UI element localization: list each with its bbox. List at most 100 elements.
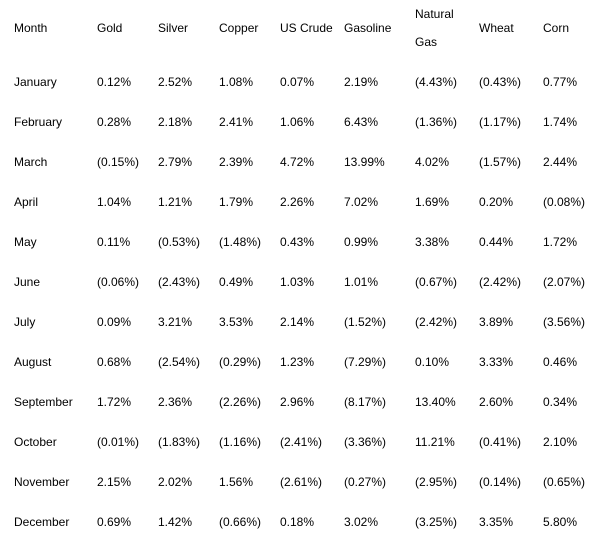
header-copper: Copper xyxy=(219,21,259,35)
cell-corn: 0.46% xyxy=(543,355,578,369)
cell-copper: 1.56% xyxy=(219,475,254,489)
header-wheat: Wheat xyxy=(479,21,514,35)
cell-wheat: 0.20% xyxy=(479,195,514,209)
cell-copper: 1.08% xyxy=(219,75,254,89)
month-label: October xyxy=(14,435,57,449)
cell-wheat: (0.14%) xyxy=(479,475,522,489)
cell-natural-gas: 4.02% xyxy=(415,155,450,169)
cell-silver: 1.42% xyxy=(158,515,193,529)
cell-us-crude: 2.14% xyxy=(280,315,315,329)
cell-silver: (2.43%) xyxy=(158,275,201,289)
cell-natural-gas: (2.95%) xyxy=(415,475,458,489)
cell-copper: (1.16%) xyxy=(219,435,262,449)
cell-silver: 2.79% xyxy=(158,155,193,169)
cell-copper: (1.48%) xyxy=(219,235,262,249)
cell-natural-gas: (4.43%) xyxy=(415,75,458,89)
header-us-crude: US Crude xyxy=(280,21,333,35)
cell-gasoline: (0.27%) xyxy=(344,475,387,489)
cell-gasoline: 0.99% xyxy=(344,235,379,249)
cell-us-crude: 2.96% xyxy=(280,395,315,409)
cell-gold: 0.28% xyxy=(97,115,132,129)
header-natural-gas-line1: Natural xyxy=(415,7,454,21)
cell-natural-gas: 1.69% xyxy=(415,195,450,209)
cell-wheat: (1.17%) xyxy=(479,115,522,129)
cell-gold: 0.11% xyxy=(97,235,131,249)
cell-silver: (1.83%) xyxy=(158,435,201,449)
cell-gasoline: 6.43% xyxy=(344,115,379,129)
cell-corn: 0.34% xyxy=(543,395,578,409)
header-natural-gas: Natural Gas xyxy=(415,0,454,56)
cell-us-crude: 1.06% xyxy=(280,115,315,129)
cell-silver: (2.54%) xyxy=(158,355,201,369)
cell-corn: 1.72% xyxy=(543,235,578,249)
cell-gasoline: 7.02% xyxy=(344,195,379,209)
cell-gold: 1.04% xyxy=(97,195,132,209)
cell-wheat: 3.89% xyxy=(479,315,514,329)
cell-wheat: 3.35% xyxy=(479,515,514,529)
cell-silver: (0.53%) xyxy=(158,235,201,249)
month-label: January xyxy=(14,75,57,89)
cell-gasoline: 1.01% xyxy=(344,275,379,289)
cell-copper: (0.66%) xyxy=(219,515,262,529)
cell-gasoline: (1.52%) xyxy=(344,315,387,329)
cell-wheat: (0.43%) xyxy=(479,75,522,89)
cell-wheat: 0.44% xyxy=(479,235,514,249)
cell-corn: 2.10% xyxy=(543,435,578,449)
cell-gold: 1.72% xyxy=(97,395,132,409)
cell-natural-gas: 3.38% xyxy=(415,235,450,249)
cell-silver: 2.02% xyxy=(158,475,193,489)
cell-gasoline: (3.36%) xyxy=(344,435,387,449)
cell-wheat: (1.57%) xyxy=(479,155,522,169)
cell-natural-gas: (3.25%) xyxy=(415,515,458,529)
cell-silver: 2.52% xyxy=(158,75,193,89)
cell-gold: 0.69% xyxy=(97,515,132,529)
cell-us-crude: 0.18% xyxy=(280,515,315,529)
cell-copper: 3.53% xyxy=(219,315,254,329)
cell-silver: 2.18% xyxy=(158,115,193,129)
month-label: August xyxy=(14,355,52,369)
cell-gold: (0.06%) xyxy=(97,275,140,289)
cell-natural-gas: 13.40% xyxy=(415,395,456,409)
cell-natural-gas: (1.36%) xyxy=(415,115,458,129)
month-label: June xyxy=(14,275,41,289)
cell-us-crude: (2.41%) xyxy=(280,435,323,449)
header-gasoline: Gasoline xyxy=(344,21,392,35)
cell-silver: 3.21% xyxy=(158,315,193,329)
cell-natural-gas: 11.21% xyxy=(415,435,455,449)
cell-us-crude: 0.07% xyxy=(280,75,315,89)
month-label: March xyxy=(14,155,48,169)
cell-wheat: 2.60% xyxy=(479,395,514,409)
cell-us-crude: (2.61%) xyxy=(280,475,323,489)
cell-copper: (0.29%) xyxy=(219,355,262,369)
cell-wheat: 3.33% xyxy=(479,355,514,369)
cell-us-crude: 1.03% xyxy=(280,275,315,289)
header-corn: Corn xyxy=(543,21,570,35)
cell-gasoline: (8.17%) xyxy=(344,395,387,409)
cell-gold: (0.15%) xyxy=(97,155,140,169)
cell-corn: 1.74% xyxy=(543,115,578,129)
cell-us-crude: 2.26% xyxy=(280,195,315,209)
cell-corn: (0.08%) xyxy=(543,195,586,209)
cell-copper: (2.26%) xyxy=(219,395,262,409)
cell-gasoline: (7.29%) xyxy=(344,355,387,369)
cell-gold: (0.01%) xyxy=(97,435,140,449)
month-label: November xyxy=(14,475,70,489)
cell-gold: 0.68% xyxy=(97,355,132,369)
month-label: April xyxy=(14,195,39,209)
cell-corn: (3.56%) xyxy=(543,315,586,329)
month-label: July xyxy=(14,315,36,329)
cell-gold: 2.15% xyxy=(97,475,132,489)
cell-corn: 2.44% xyxy=(543,155,578,169)
cell-corn: 5.80% xyxy=(543,515,578,529)
cell-corn: (0.65%) xyxy=(543,475,586,489)
month-label: September xyxy=(14,395,73,409)
cell-gasoline: 2.19% xyxy=(344,75,379,89)
cell-gasoline: 13.99% xyxy=(344,155,385,169)
cell-us-crude: 1.23% xyxy=(280,355,315,369)
cell-copper: 0.49% xyxy=(219,275,254,289)
month-label: December xyxy=(14,515,70,529)
cell-us-crude: 4.72% xyxy=(280,155,315,169)
cell-corn: 0.77% xyxy=(543,75,578,89)
month-label: May xyxy=(14,235,37,249)
